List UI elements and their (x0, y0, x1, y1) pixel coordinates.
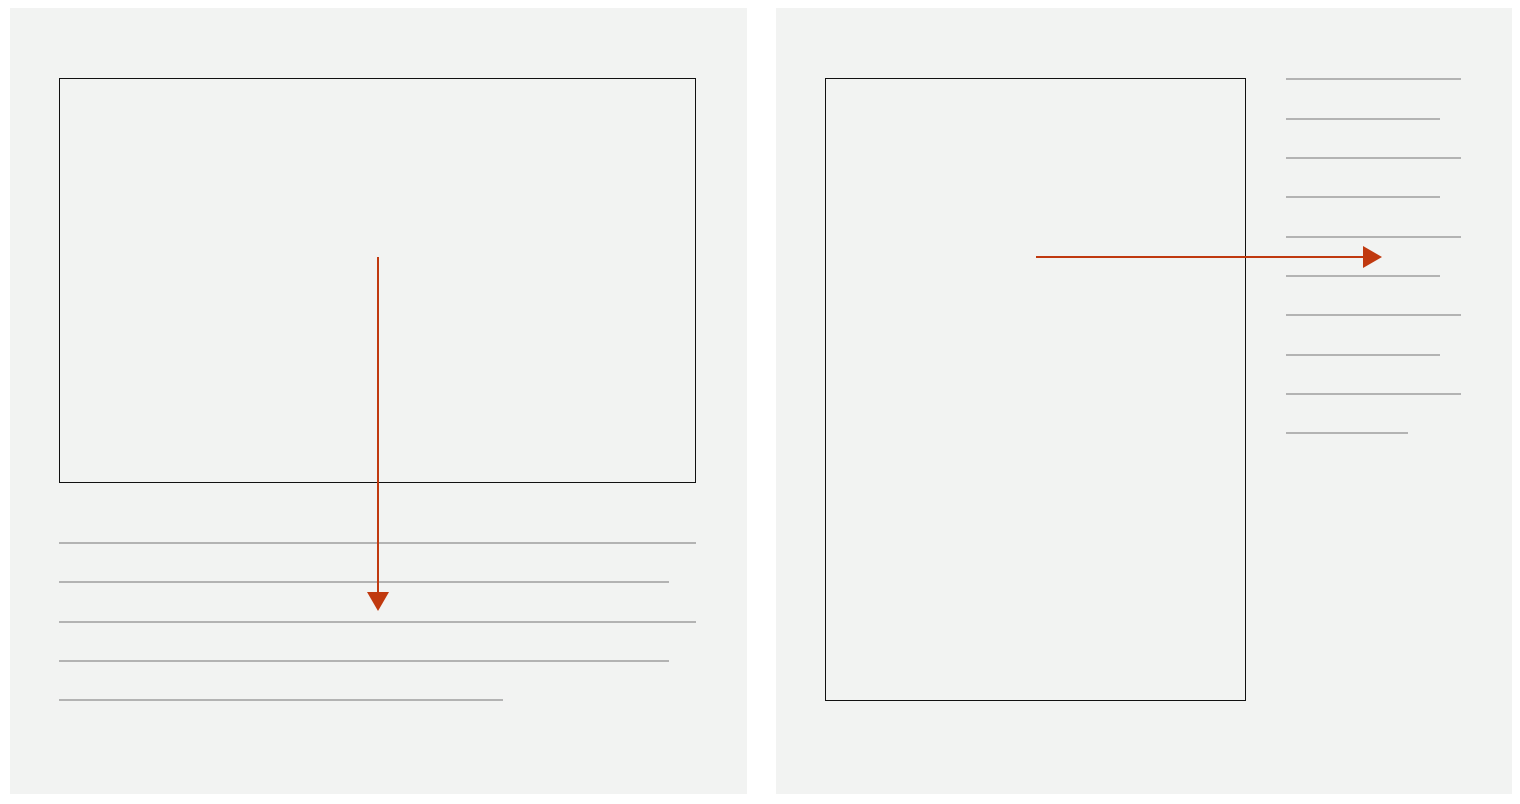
text-line (1286, 314, 1461, 316)
image-placeholder (825, 78, 1246, 701)
text-line (59, 581, 669, 583)
text-line (1286, 432, 1408, 434)
panel-image-beside-text (776, 8, 1512, 794)
text-line (1286, 354, 1440, 356)
text-line (1286, 275, 1440, 277)
panel-image-above-text (10, 8, 747, 794)
text-line (1286, 196, 1440, 198)
text-line (59, 621, 696, 623)
text-line (59, 699, 503, 701)
text-line (1286, 157, 1461, 159)
image-placeholder (59, 78, 696, 483)
text-line (1286, 236, 1461, 238)
text-line (1286, 78, 1461, 80)
text-line (59, 542, 696, 544)
text-line (1286, 393, 1461, 395)
text-line (1286, 118, 1440, 120)
text-line (59, 660, 669, 662)
